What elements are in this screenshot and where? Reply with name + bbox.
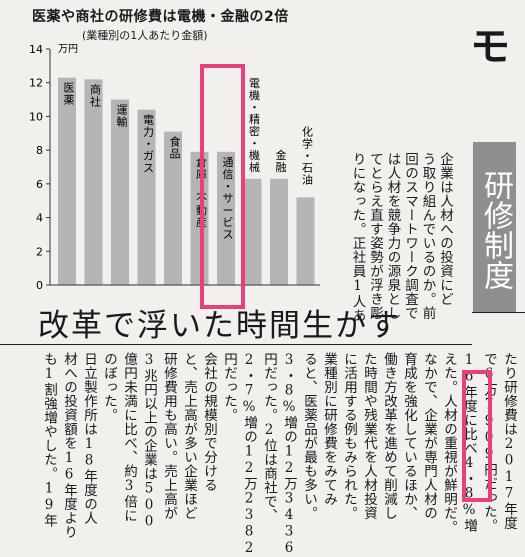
body-line: た時間や残業代を人材投資 [361, 352, 377, 520]
bar-電機・精密・機械 [243, 178, 262, 285]
bar-label: 金融 [276, 148, 287, 174]
chart-subtitle: (業種別の1人あたり金額) [82, 29, 208, 42]
bar-label: 通信・サービス [223, 156, 234, 241]
lead-line: 回のスマートワーク調査で [402, 152, 418, 320]
body-line: なかで、企業が専門人材の [421, 352, 437, 520]
bar-金融 [270, 178, 288, 285]
body-line: に活用する例もみられた。 [341, 352, 357, 520]
y-tick-label: 10 [29, 110, 43, 123]
lead-line: は人材を競争力の源泉とし [384, 152, 401, 320]
body-line: 2・7%増の12万2382 [241, 352, 257, 557]
y-tick-label: 4 [36, 212, 43, 225]
body-line: 育成を強化しているほか、 [401, 352, 417, 520]
y-tick-label: 0 [36, 279, 43, 292]
body-line: 円だった。 [221, 352, 237, 422]
bar-label: 化学・石油 [302, 124, 313, 186]
y-tick-label: 6 [36, 178, 43, 191]
bar-通信・サービス [217, 151, 235, 285]
divider [0, 344, 472, 345]
body-line: 円だった。2位は商社で、 [261, 352, 277, 523]
y-tick-label: 12 [29, 77, 43, 90]
bar-倉庫・不動産 [190, 151, 209, 285]
body-line: 研修費用も高い。売上高が [161, 352, 177, 520]
body-line: ると、医薬品が最も多い。 [301, 352, 317, 520]
bar-label: 電力・ガス [143, 114, 154, 175]
body-line: えた。人材の重視が鮮明だ。 [441, 352, 457, 534]
section-banner: 研修制度 [473, 142, 516, 312]
body-line: 会社の規模別で分ける [201, 352, 217, 492]
divider [472, 312, 525, 313]
bar-label: 食品 [170, 135, 181, 161]
body-line: と、売上高が多い企業ほど [181, 352, 197, 520]
bar-label: 電機・精密・機械 [249, 77, 260, 174]
body-line: 3・8%増の12万3436 [281, 352, 297, 557]
bar-商社 [84, 79, 103, 285]
bar-食品 [164, 131, 182, 285]
body-line: 働き方改革を進めて削減し [381, 352, 397, 520]
highlight-box-amount [462, 370, 492, 502]
body-line: 材への投資額を16年度より [61, 352, 77, 539]
bar-label: 商社 [90, 82, 101, 108]
body-line: 億円未満に比べ、約3倍に [121, 352, 137, 523]
lead-line: てとらえ直す姿勢が浮き彫 [367, 152, 383, 320]
headline: 改革で浮いた時間生かす [38, 308, 401, 344]
body-line: 業種別に研修費をみてみ [321, 352, 337, 506]
body-line: 3兆円以上の企業は500 [141, 352, 157, 530]
lead-line: 企業は人材への投資にど [437, 152, 453, 306]
y-axis-unit: 万円 [58, 44, 78, 55]
highlight-box-communications-bar [200, 64, 245, 309]
chart-title: 医薬や商社の研修費は電機・金融の2倍 [32, 9, 289, 25]
bar-医薬 [58, 77, 76, 286]
lead-line: りになった。正社員1人あ [349, 152, 366, 323]
body-line: のぼった。 [101, 352, 117, 422]
y-tick-label: 14 [29, 43, 43, 56]
bar-化学・石油 [296, 197, 315, 285]
body-text: たり研修費は2017年度 で6万7909円だった。 16年度に比べ4・8%増 え… [39, 352, 519, 557]
bar-label: 運輸 [117, 104, 128, 129]
y-tick-label: 2 [36, 245, 43, 258]
y-tick-label: 8 [36, 144, 43, 157]
article-heading-fragment: モ [470, 23, 510, 70]
lead-line: う取り組んでいるのか。前 [419, 152, 436, 320]
bar-運輸 [111, 99, 129, 285]
bar-電力・ガス [137, 109, 156, 285]
body-line: たり研修費は2017年度 [501, 352, 517, 530]
section-banner-text: 研修制度 [478, 170, 513, 290]
body-line: 日立製作所は18年度の人 [81, 352, 97, 525]
lead-paragraph: 企業は人材への投資にど う取り組んでいるのか。前 回のスマートワーク調査で は人… [348, 152, 454, 323]
body-line: も1割強増やした。19年 [41, 352, 57, 528]
bar-label: 医薬 [64, 82, 75, 107]
